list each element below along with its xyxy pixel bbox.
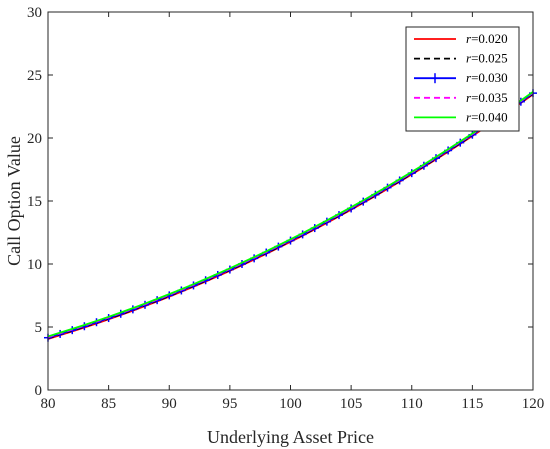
series-layer [44, 89, 537, 342]
x-tick-label: 85 [101, 396, 116, 412]
x-axis-label: Underlying Asset Price [207, 427, 374, 447]
x-tick-label: 110 [401, 396, 423, 412]
y-tick-label: 25 [27, 68, 42, 84]
x-tick-label: 90 [162, 396, 177, 412]
x-tick-label: 95 [222, 396, 237, 412]
legend: r=0.020 r=0.025 r=0.030 r=0.035 r=0.040 [405, 26, 520, 132]
legend-entry-label: r=0.025 [466, 51, 508, 66]
y-tick-label: 5 [35, 320, 43, 336]
y-tick-label: 0 [35, 383, 43, 399]
x-tick-label: 115 [461, 396, 483, 412]
x-tick-label: 100 [279, 396, 302, 412]
y-tick-label: 20 [27, 131, 42, 147]
y-axis-label: Call Option Value [4, 136, 24, 266]
y-tick-label: 10 [27, 257, 42, 273]
series-line-4 [47, 91, 534, 338]
legend-entry-label: r=0.030 [466, 70, 508, 85]
legend-entry-label: r=0.035 [466, 90, 508, 105]
y-tick-label: 15 [27, 194, 42, 210]
axes-layer: 80 85 90 95 100 105 110 115 120 0 5 10 15 20 25 30 [27, 5, 544, 412]
legend-entry-label: r=0.020 [466, 31, 508, 46]
x-tick-label: 120 [522, 396, 545, 412]
legend-entry-label: r=0.040 [466, 109, 508, 124]
y-tick-label: 30 [27, 5, 42, 21]
x-tick-label: 105 [340, 396, 363, 412]
x-tick-label: 80 [41, 396, 56, 412]
